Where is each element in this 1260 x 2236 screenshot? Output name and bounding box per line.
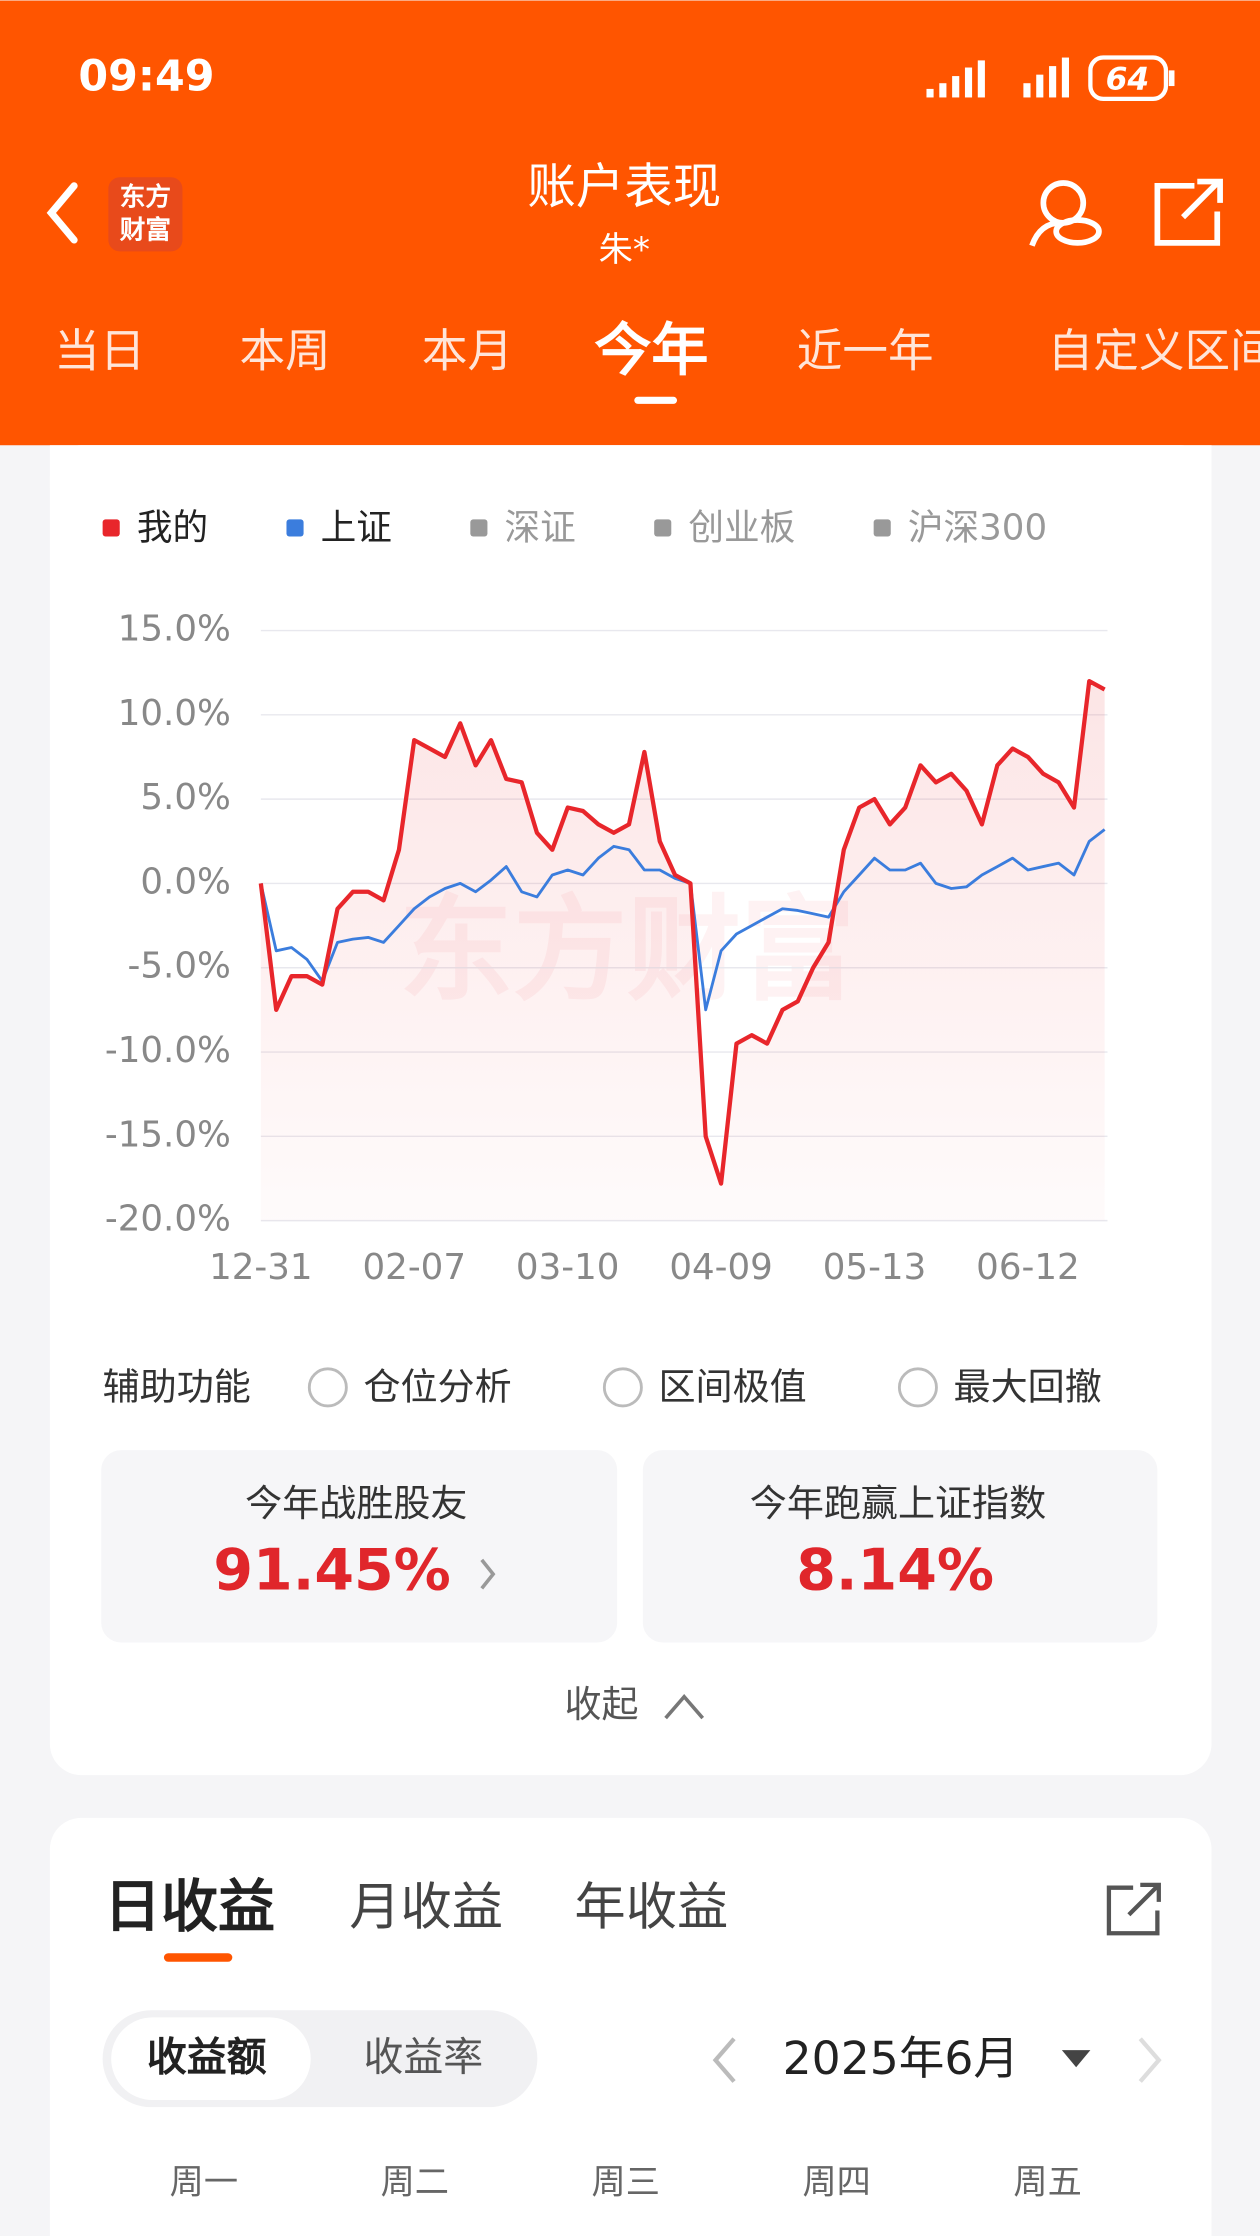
logo (108, 177, 183, 252)
card-top (49, 445, 1212, 488)
x-tick-label: 04-09 (669, 1247, 773, 1288)
y-tick-label: -10.0% (105, 1030, 231, 1071)
weekday: 周一 (170, 2163, 238, 2203)
battery-tip (1168, 70, 1175, 87)
time: 09:49 (78, 51, 214, 101)
earnings-tab-indicator (163, 1953, 233, 1962)
export-icon[interactable] (1106, 1882, 1161, 1936)
chart: 东方财富15.0%10.0%5.0%0.0%-5.0%-10.0%-15.0%-… (102, 507, 1108, 1288)
y-tick-label: -5.0% (128, 946, 231, 987)
stat-title: 今年战胜股友 (245, 1482, 467, 1525)
weekday: 周三 (592, 2163, 660, 2203)
legend-swatch[interactable] (873, 519, 891, 537)
radio-label[interactable]: 最大回撤 (954, 1365, 1102, 1408)
collapse-button[interactable]: 收起 (564, 1683, 638, 1726)
tab[interactable]: 本周 (239, 325, 330, 378)
earnings-card (49, 1817, 1212, 2236)
x-tick-label: 12-31 (209, 1247, 313, 1288)
stat-title: 今年跑赢上证指数 (750, 1482, 1046, 1525)
tab[interactable]: 自定义区间 (1048, 325, 1260, 378)
month-label[interactable]: 2025年6月 (783, 2032, 1019, 2085)
tab-bar: 当日 本周 本月 今年 近一年 自定义区间 (54, 318, 1260, 384)
battery (1088, 55, 1169, 102)
radio-label[interactable]: 仓位分析 (363, 1365, 511, 1408)
tab[interactable]: 当日 (54, 325, 145, 378)
stat-box (642, 1450, 1158, 1643)
x-tick-label: 05-13 (823, 1247, 927, 1288)
legend-swatch[interactable] (654, 519, 672, 537)
radio-label[interactable]: 区间极值 (659, 1365, 807, 1408)
collapse-chevron[interactable] (664, 1693, 705, 1720)
mode-option[interactable]: 收益率 (363, 2035, 483, 2081)
legend-swatch[interactable] (286, 519, 304, 537)
logo-text: 财富 (120, 214, 171, 245)
mode-active (111, 2017, 311, 2101)
assist-options: 仓位分析 区间极值 最大回撤 (307, 1365, 1102, 1408)
legend-label[interactable]: 深证 (505, 507, 576, 548)
y-tick-label: 5.0% (140, 777, 231, 818)
legend-swatch[interactable] (470, 519, 488, 537)
x-tick-label: 02-07 (362, 1247, 466, 1288)
tab[interactable]: 今年 (594, 318, 708, 384)
y-tick-label: 15.0% (118, 609, 231, 650)
y-tick-label: 10.0% (118, 693, 231, 734)
legend-label[interactable]: 创业板 (688, 507, 795, 548)
tab[interactable]: 本月 (422, 325, 513, 378)
y-tick-label: 0.0% (140, 861, 231, 902)
weekday-row: 周一 周二 周三 周四 周五 (170, 2163, 1082, 2203)
y-tick-label: -15.0% (105, 1114, 231, 1155)
weekday: 周五 (1013, 2163, 1081, 2203)
month-dropdown[interactable] (1061, 2050, 1091, 2068)
area (260, 681, 1105, 1221)
radio[interactable] (602, 1367, 643, 1408)
next-month[interactable] (1138, 2037, 1162, 2083)
legend-swatch[interactable] (102, 519, 120, 537)
legend-label[interactable]: 上证 (321, 507, 392, 548)
stat-box (101, 1450, 618, 1643)
assist-label: 辅助功能 (103, 1365, 251, 1408)
prev-month[interactable] (712, 2037, 736, 2083)
tab[interactable]: 近一年 (797, 325, 934, 378)
x-tick-label: 06-12 (976, 1247, 1080, 1288)
signal-icons (926, 57, 1070, 98)
tab-indicator (634, 396, 678, 404)
share-icon[interactable] (1154, 178, 1223, 246)
stat-value: 91.45% (213, 1538, 450, 1604)
legend-label[interactable]: 我的 (137, 507, 208, 548)
eye-user-icon[interactable] (1029, 180, 1102, 247)
logo-text: 东方 (120, 182, 171, 213)
radio[interactable] (897, 1367, 938, 1408)
back-button[interactable] (46, 182, 78, 244)
earnings-tab[interactable]: 日收益 (104, 1874, 275, 1940)
page-title: 账户表现 (527, 159, 721, 215)
weekday: 周二 (381, 2163, 449, 2203)
earnings-tab[interactable]: 月收益 (349, 1877, 503, 1937)
radio[interactable] (307, 1367, 348, 1408)
stat-value: 8.14% (796, 1538, 994, 1604)
mode-option[interactable]: 收益额 (147, 2035, 267, 2081)
x-tick-label: 03-10 (516, 1247, 620, 1288)
battery-level: 64 (1106, 61, 1150, 97)
earnings-tab[interactable]: 年收益 (574, 1877, 728, 1937)
account-name: 朱* (599, 230, 650, 270)
weekday: 周四 (802, 2163, 870, 2203)
legend-label[interactable]: 沪深300 (908, 507, 1047, 548)
y-tick-label: -20.0% (105, 1199, 231, 1240)
chevron[interactable] (480, 1558, 496, 1590)
line (258, 678, 1106, 1186)
